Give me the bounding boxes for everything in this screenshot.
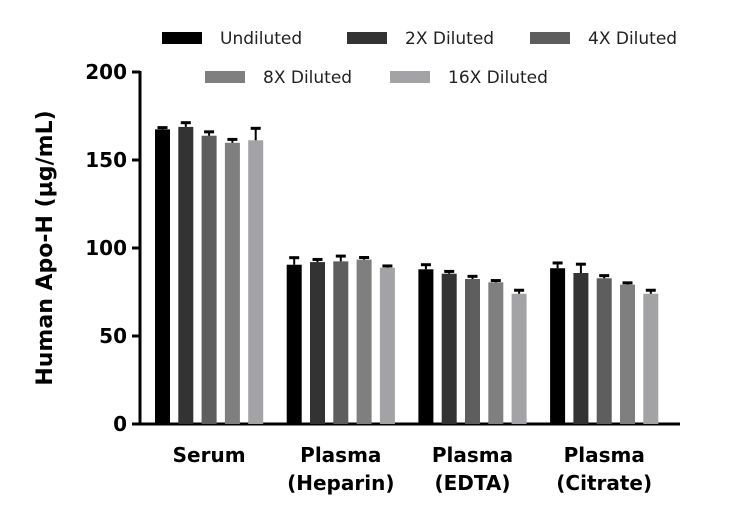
bar bbox=[178, 126, 194, 425]
legend: Undiluted 2X Diluted 4X Diluted 8X Diluted 1… bbox=[162, 29, 677, 88]
legend-swatch bbox=[390, 71, 430, 83]
bar bbox=[224, 142, 240, 424]
category-label: (Heparin) bbox=[287, 471, 394, 495]
bar bbox=[620, 284, 635, 424]
bars bbox=[155, 121, 659, 425]
y-tick-label: 200 bbox=[85, 60, 127, 84]
category-label: (Citrate) bbox=[556, 471, 652, 495]
bar bbox=[333, 261, 349, 424]
bar bbox=[441, 273, 457, 424]
legend-label: 2X Diluted bbox=[405, 29, 494, 49]
legend-swatch bbox=[162, 32, 202, 44]
bar bbox=[488, 282, 504, 424]
bar bbox=[573, 272, 589, 424]
bar bbox=[596, 278, 612, 424]
y-tick-label: 0 bbox=[113, 412, 127, 436]
legend-label: 16X Diluted bbox=[448, 68, 548, 88]
bar bbox=[286, 264, 302, 424]
legend-label: 8X Diluted bbox=[263, 68, 352, 88]
bar bbox=[465, 278, 480, 424]
category-label: Plasma bbox=[564, 443, 645, 467]
bar bbox=[248, 140, 264, 424]
bar bbox=[550, 268, 566, 424]
bar bbox=[310, 262, 325, 424]
legend-swatch bbox=[347, 32, 387, 44]
category-label: (EDTA) bbox=[434, 471, 510, 495]
bar bbox=[418, 269, 434, 424]
category-label: Plasma bbox=[432, 443, 513, 467]
legend-swatch bbox=[530, 32, 570, 44]
bar bbox=[379, 267, 395, 424]
bar bbox=[356, 259, 372, 424]
category-label: Serum bbox=[173, 443, 246, 467]
bar bbox=[201, 135, 217, 424]
legend-label: Undiluted bbox=[220, 29, 302, 49]
category-label: Plasma bbox=[300, 443, 381, 467]
legend-swatch bbox=[205, 71, 245, 83]
bar bbox=[511, 293, 527, 424]
y-axis-label: Human Apo-H (µg/mL) bbox=[33, 110, 58, 385]
category-labels: Serum Plasma (Heparin) Plasma (EDTA) Plasma (C… bbox=[173, 443, 652, 495]
y-tick-label: 100 bbox=[85, 236, 127, 260]
y-tick-label: 150 bbox=[85, 148, 127, 172]
bar bbox=[643, 293, 659, 424]
legend-label: 4X Diluted bbox=[588, 29, 677, 49]
y-tick-label: 50 bbox=[99, 324, 127, 348]
bar bbox=[155, 129, 170, 424]
